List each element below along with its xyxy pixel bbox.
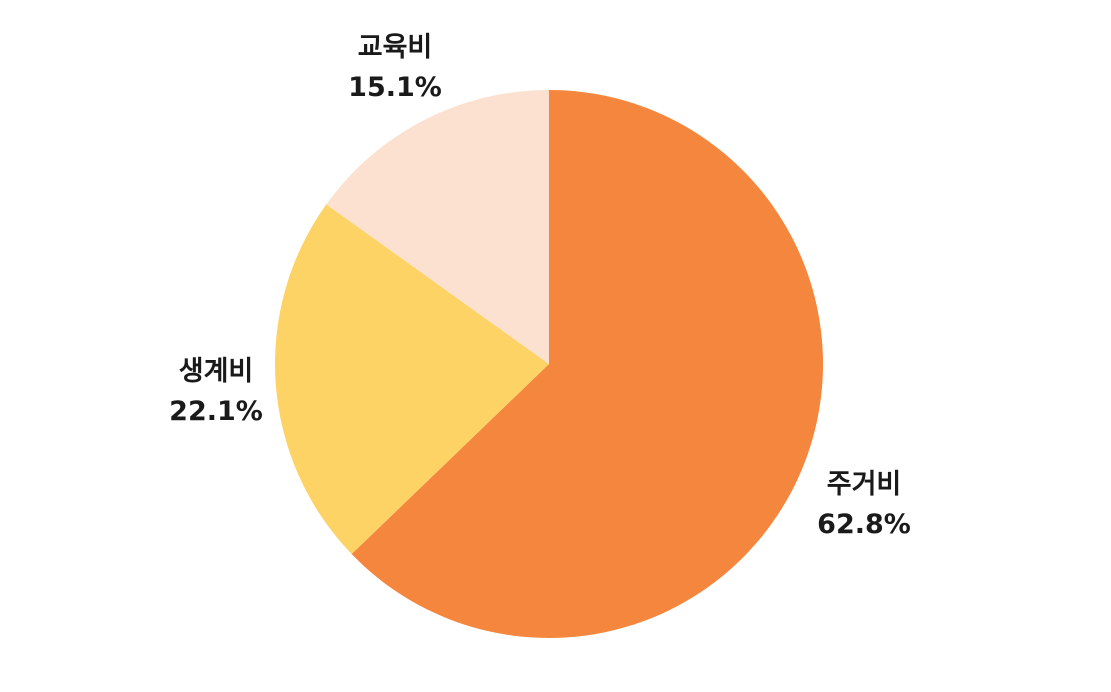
pie-slice-2 [275, 204, 549, 555]
pie-slices [275, 89, 824, 638]
slice-category-label: 생계비 [179, 356, 254, 387]
pie-slice-1 [351, 89, 824, 638]
slice-value-label: 22.1% [169, 396, 263, 427]
slice-value-label: 62.8% [817, 509, 911, 540]
slice-category-label: 교육비 [358, 32, 433, 63]
pie-labels: 주거비 62.8% 생계비 22.1% 교육비 15.1% [169, 32, 911, 540]
slice-category-label: 주거비 [827, 469, 902, 500]
pie-slice-3 [326, 89, 549, 364]
slice-value-label: 15.1% [348, 72, 442, 103]
